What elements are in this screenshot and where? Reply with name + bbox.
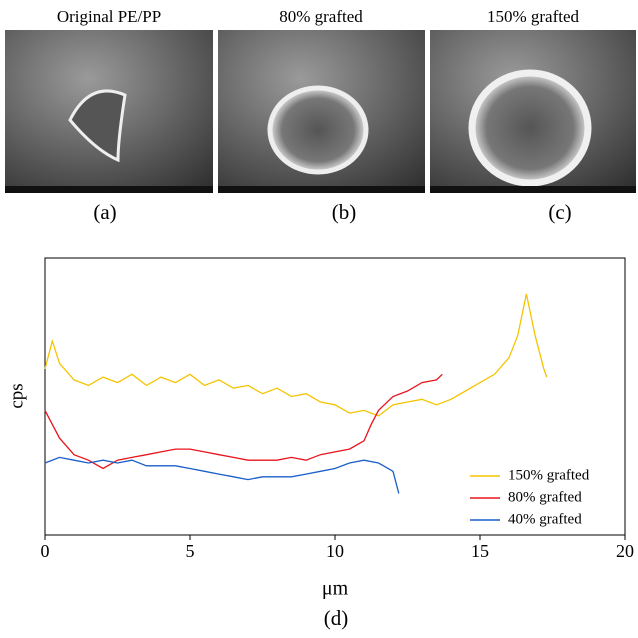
panel-label: (b) — [332, 200, 357, 224]
panel-title: 80% grafted — [279, 7, 363, 26]
panel-title: 150% grafted — [487, 7, 580, 26]
panel-label: (d) — [324, 606, 349, 630]
fiber-end — [68, 89, 127, 163]
data-line — [44, 373, 443, 470]
info-bar — [5, 186, 213, 193]
legend-label: 40% grafted — [508, 511, 582, 527]
panel-label: (c) — [548, 200, 571, 224]
x-axis-label: μm — [322, 578, 349, 600]
fiber-end — [267, 85, 369, 175]
panel-title: Original PE/PP — [57, 7, 161, 26]
sem-images — [5, 30, 636, 193]
y-axis-label: cps — [6, 383, 27, 408]
panel-label: (a) — [93, 200, 116, 224]
data-line — [44, 293, 548, 417]
x-tick-label: 15 — [471, 541, 489, 561]
x-tick-label: 0 — [41, 541, 50, 561]
x-tick-label: 5 — [186, 541, 195, 561]
legend-label: 150% grafted — [508, 467, 590, 483]
info-bar — [218, 186, 425, 193]
data-line — [44, 456, 400, 494]
fiber-end — [468, 69, 592, 187]
x-tick-label: 20 — [616, 541, 634, 561]
x-tick-label: 10 — [326, 541, 344, 561]
info-bar — [430, 186, 636, 193]
legend-label: 80% grafted — [508, 489, 582, 505]
